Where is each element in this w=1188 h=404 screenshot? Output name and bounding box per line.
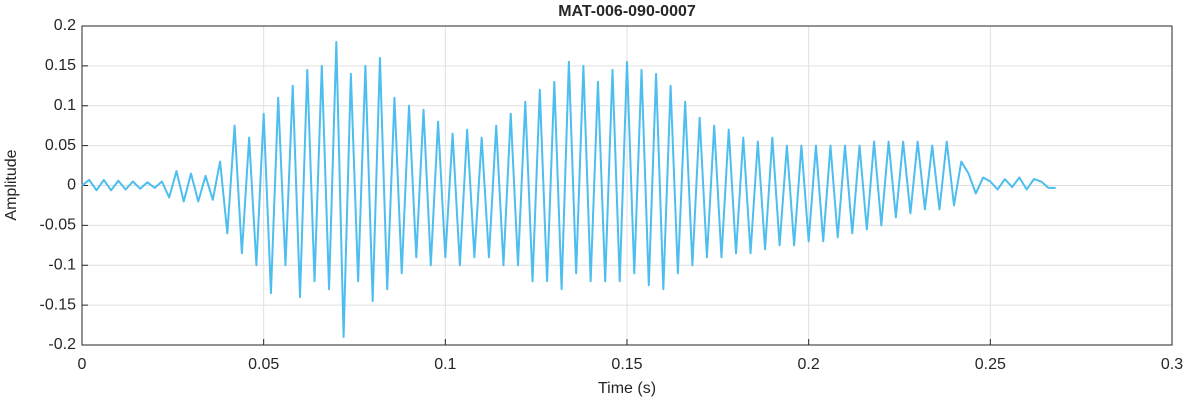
y-tick-label: 0.1 — [54, 97, 76, 114]
y-tick-label: 0.2 — [54, 17, 76, 34]
x-tick-label: 0.05 — [248, 356, 279, 373]
waveform-line — [81, 40, 1056, 339]
x-tick-label: 0.25 — [975, 356, 1006, 373]
x-axis-label: Time (s) — [598, 380, 656, 397]
y-tick-label: 0.05 — [45, 137, 76, 154]
x-tick-label: 0.15 — [611, 356, 642, 373]
x-tick-label: 0.3 — [1161, 356, 1183, 373]
y-tick-label: -0.15 — [40, 296, 77, 313]
y-tick-label: -0.1 — [48, 256, 76, 273]
y-tick-label: 0.15 — [45, 57, 76, 74]
y-tick-label: -0.2 — [48, 336, 76, 353]
x-tick-label: 0 — [78, 356, 87, 373]
y-axis-label: Amplitude — [3, 149, 20, 220]
x-tick-label: 0.2 — [798, 356, 820, 373]
y-tick-label: 0 — [67, 177, 76, 194]
chart-title: MAT-006-090-0007 — [558, 3, 696, 20]
x-tick-label: 0.1 — [434, 356, 456, 373]
y-tick-label: -0.05 — [40, 217, 77, 234]
